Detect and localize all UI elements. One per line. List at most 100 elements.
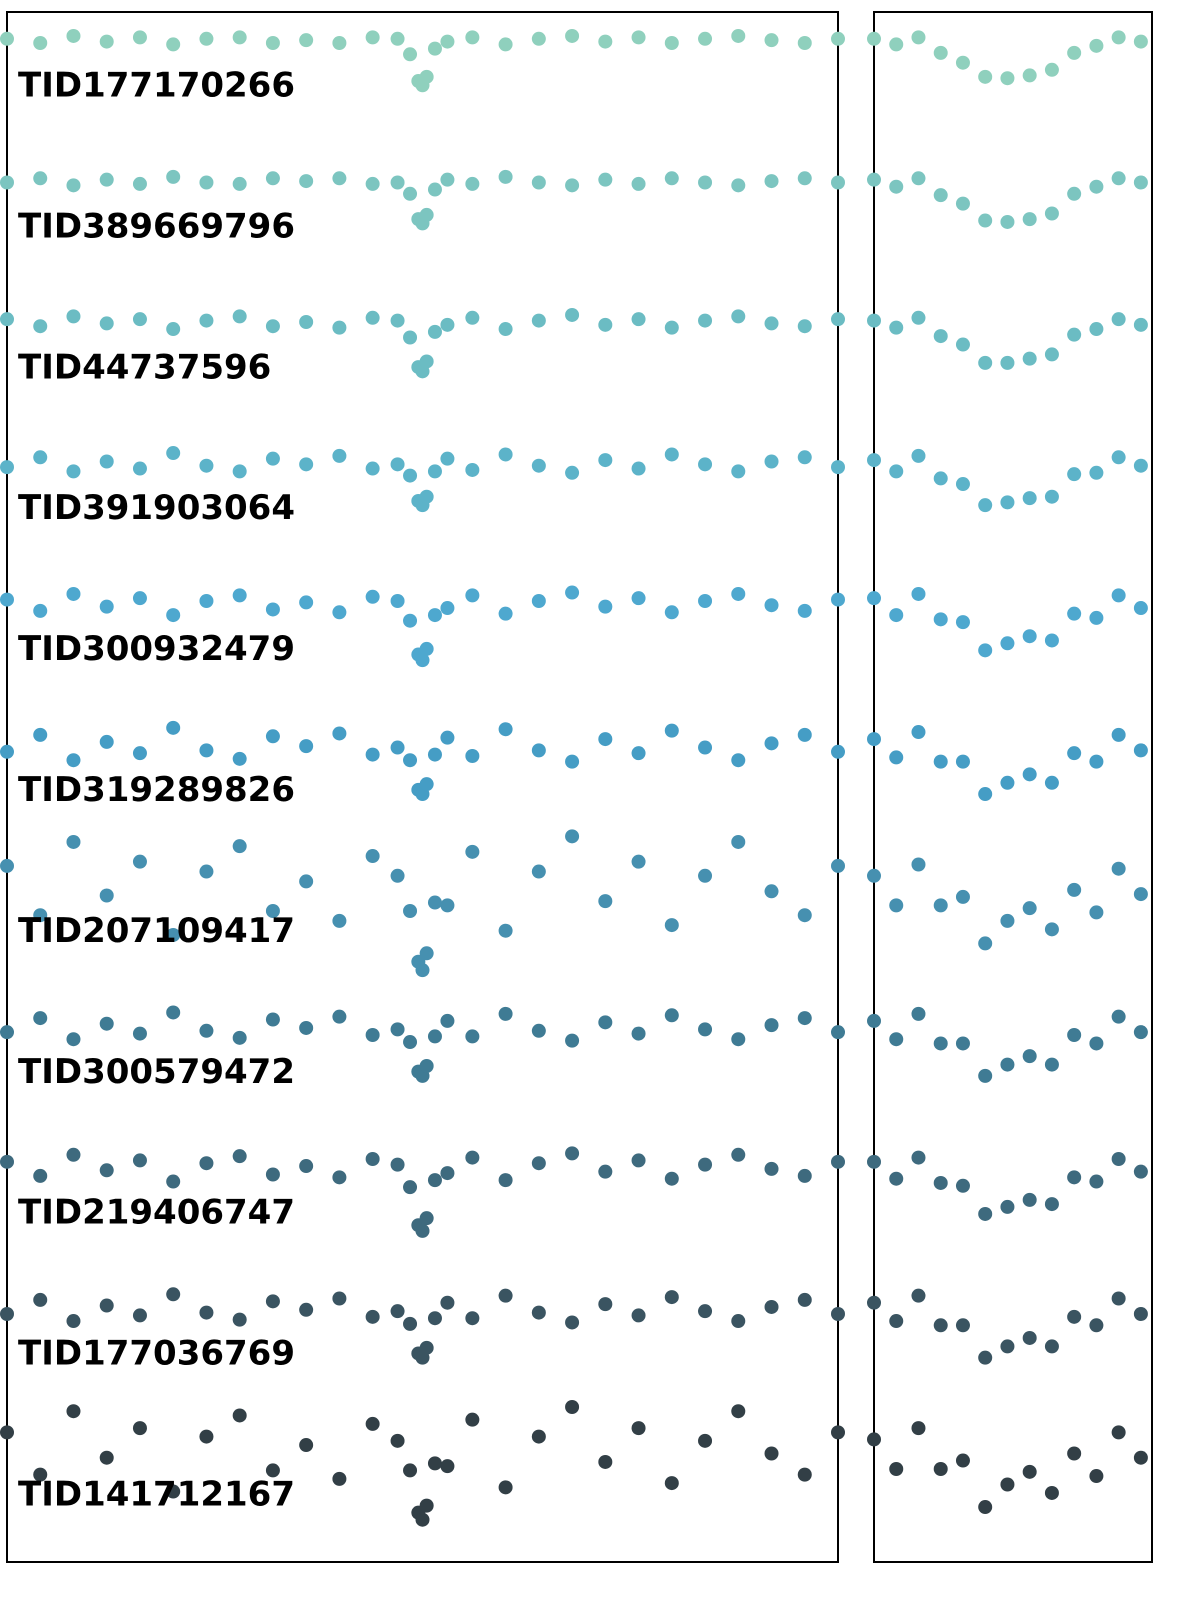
data-point <box>978 1350 993 1365</box>
data-point <box>199 313 214 328</box>
data-point <box>911 725 926 740</box>
data-point <box>0 1307 14 1321</box>
data-point <box>99 316 114 331</box>
data-point <box>911 171 926 186</box>
data-point <box>955 55 970 70</box>
data-point <box>0 1425 14 1440</box>
data-point <box>66 834 81 849</box>
data-point <box>889 37 904 52</box>
data-point <box>390 313 405 328</box>
data-point <box>565 754 580 769</box>
data-point <box>889 750 904 765</box>
data-point <box>403 186 418 201</box>
data-point <box>166 1005 181 1020</box>
data-point <box>1022 1049 1037 1064</box>
data-point <box>390 175 405 190</box>
data-point <box>498 1006 513 1021</box>
left-panel-frame <box>6 11 839 1563</box>
data-point <box>232 1149 247 1164</box>
data-point <box>1089 610 1104 625</box>
data-point <box>419 354 434 369</box>
data-point <box>465 588 480 603</box>
data-point <box>299 1302 314 1317</box>
data-point <box>797 727 812 742</box>
data-point <box>1000 1339 1015 1354</box>
data-point <box>199 743 214 758</box>
data-point <box>889 1171 904 1186</box>
data-point <box>0 592 14 607</box>
data-point <box>299 315 314 329</box>
data-point <box>831 460 845 475</box>
data-point <box>933 1175 948 1190</box>
data-point <box>1067 327 1082 342</box>
data-point <box>440 601 455 616</box>
data-point <box>0 31 14 46</box>
data-point <box>565 28 580 43</box>
data-point <box>415 1512 430 1527</box>
data-point <box>565 585 580 600</box>
data-point <box>631 746 646 761</box>
data-point <box>33 171 48 186</box>
data-point <box>419 207 434 222</box>
data-point <box>1044 1339 1059 1354</box>
data-point <box>867 313 881 328</box>
data-point <box>631 1026 646 1041</box>
data-point <box>565 829 580 844</box>
data-point <box>66 1314 81 1329</box>
data-point <box>427 1173 442 1188</box>
data-point <box>232 1030 247 1045</box>
data-point <box>867 732 881 747</box>
data-point <box>99 172 114 187</box>
data-point <box>698 313 713 328</box>
data-point <box>1133 1307 1148 1321</box>
data-point <box>390 868 405 883</box>
data-point <box>419 777 434 792</box>
data-point <box>1089 754 1104 769</box>
data-point <box>419 1340 434 1355</box>
data-point <box>99 34 114 49</box>
data-point <box>631 1421 646 1436</box>
data-point <box>1044 1485 1059 1500</box>
data-point <box>978 1068 993 1083</box>
data-point <box>33 1168 48 1183</box>
data-point <box>365 1309 380 1324</box>
data-point <box>403 753 418 768</box>
data-point <box>332 1170 347 1185</box>
data-point <box>867 453 881 468</box>
data-point <box>465 310 480 325</box>
data-point <box>1133 1164 1148 1179</box>
series-label: TID319289826 <box>18 770 295 810</box>
data-point <box>867 1295 881 1310</box>
data-point <box>498 722 513 737</box>
data-point <box>299 457 314 472</box>
data-point <box>427 895 442 910</box>
data-point <box>698 1433 713 1448</box>
data-point <box>427 747 442 762</box>
data-point <box>365 747 380 762</box>
data-point <box>232 751 247 766</box>
data-point <box>631 312 646 327</box>
data-point <box>1111 588 1126 603</box>
data-point <box>1111 1291 1126 1306</box>
data-point <box>698 175 713 190</box>
data-point <box>199 175 214 190</box>
data-point <box>911 1421 926 1436</box>
data-point <box>166 169 181 184</box>
data-point <box>664 447 679 462</box>
data-point <box>1000 355 1015 370</box>
data-point <box>415 963 430 978</box>
data-point <box>1022 68 1037 83</box>
data-point <box>531 31 546 46</box>
data-point <box>265 904 280 918</box>
data-point <box>465 462 480 477</box>
data-point <box>797 603 812 618</box>
data-point <box>440 34 455 49</box>
data-point <box>332 36 347 50</box>
data-point <box>498 447 513 462</box>
data-point <box>1022 767 1037 782</box>
data-point <box>664 1290 679 1305</box>
data-point <box>531 1305 546 1320</box>
data-point <box>265 729 280 744</box>
data-point <box>531 1023 546 1038</box>
